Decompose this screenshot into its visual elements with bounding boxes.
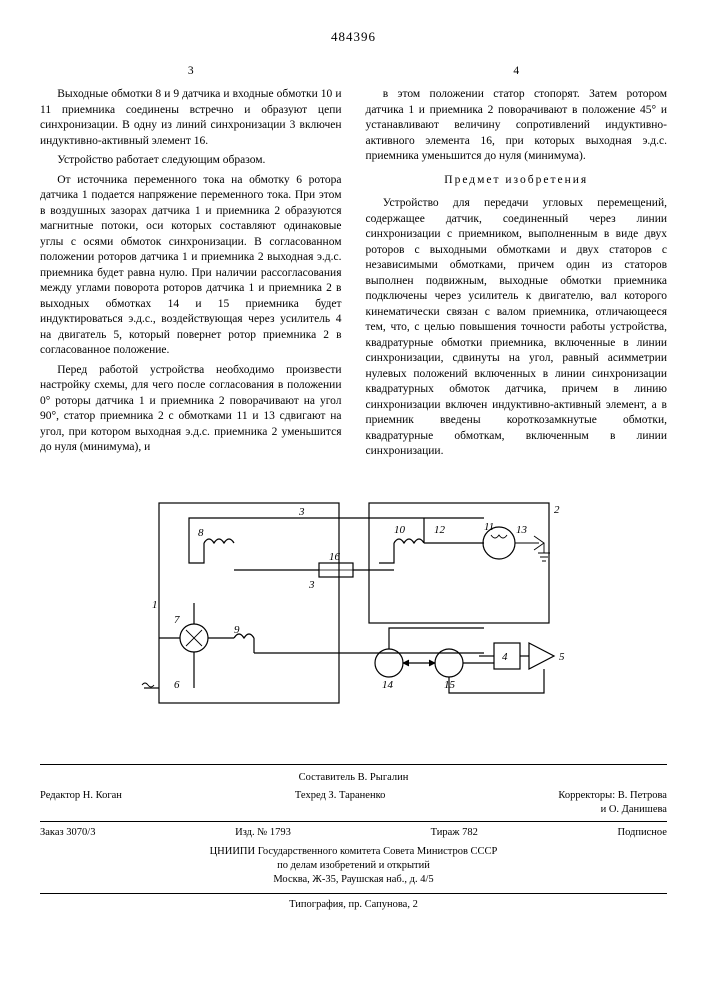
fig-label-5: 5 bbox=[559, 651, 565, 663]
text-columns: 3 Выходные обмотки 8 и 9 датчика и входн… bbox=[40, 64, 667, 464]
right-col-number: 4 bbox=[366, 64, 668, 80]
fig-label-11: 11 bbox=[484, 521, 494, 533]
editor: Редактор Н. Коган bbox=[40, 789, 122, 817]
fig-label-3b: 3 bbox=[308, 579, 315, 591]
correctors-2: и О. Данишева bbox=[601, 804, 667, 815]
right-para-2: Устройство для передачи угловых перемеще… bbox=[366, 196, 668, 460]
left-col-number: 3 bbox=[40, 64, 342, 80]
fig-label-12: 12 bbox=[434, 524, 446, 536]
organization-block: ЦНИИПИ Государственного комитета Совета … bbox=[40, 845, 667, 888]
fig-label-7: 7 bbox=[174, 614, 180, 626]
fig-label-9: 9 bbox=[234, 624, 240, 636]
fig-label-14: 14 bbox=[382, 679, 394, 691]
right-column: 4 в этом положении статор стопорят. Зате… bbox=[366, 64, 668, 464]
left-para-4: Перед работой устройства необходимо прои… bbox=[40, 363, 342, 456]
fig-label-2: 2 bbox=[554, 504, 560, 516]
fig-label-4: 4 bbox=[502, 651, 508, 663]
right-para-1: в этом положении статор стопорят. Затем … bbox=[366, 87, 668, 165]
print-run: Тираж 782 bbox=[431, 826, 478, 840]
edition-number: Изд. № 1793 bbox=[235, 826, 291, 840]
correctors-1: Корректоры: В. Петрова bbox=[558, 790, 667, 801]
compiler: Составитель В. Рыгалин bbox=[40, 771, 667, 785]
page: 484396 3 Выходные обмотки 8 и 9 датчика … bbox=[0, 0, 707, 932]
org-line-1: ЦНИИПИ Государственного комитета Совета … bbox=[40, 845, 667, 859]
credits-block: Составитель В. Рыгалин Редактор Н. Коган… bbox=[40, 764, 667, 818]
fig-label-10: 10 bbox=[394, 524, 406, 536]
org-line-3: Москва, Ж-35, Раушская наб., д. 4/5 bbox=[40, 873, 667, 887]
left-column: 3 Выходные обмотки 8 и 9 датчика и входн… bbox=[40, 64, 342, 464]
subscription: Подписное bbox=[618, 826, 667, 840]
left-para-2: Устройство работает следующим образом. bbox=[40, 153, 342, 169]
subject-of-invention-heading: Предмет изобретения bbox=[366, 173, 668, 189]
left-para-3: От источника переменного тока на обмотку… bbox=[40, 173, 342, 359]
typography-line: Типография, пр. Сапунова, 2 bbox=[40, 893, 667, 912]
tech-editor: Техред З. Тараненко bbox=[295, 789, 385, 817]
fig-label-3a: 3 bbox=[298, 506, 305, 518]
fig-label-1: 1 bbox=[152, 599, 158, 611]
fig-label-13: 13 bbox=[516, 524, 528, 536]
fig-label-16: 16 bbox=[329, 551, 341, 563]
publication-row: Заказ 3070/3 Изд. № 1793 Тираж 782 Подпи… bbox=[40, 821, 667, 840]
order-number: Заказ 3070/3 bbox=[40, 826, 95, 840]
fig-label-6: 6 bbox=[174, 679, 180, 691]
org-line-2: по делам изобретений и открытий bbox=[40, 859, 667, 873]
fig-label-15: 15 bbox=[444, 679, 456, 691]
left-para-1: Выходные обмотки 8 и 9 датчика и входные… bbox=[40, 87, 342, 149]
circuit-diagram: 1 2 3 3 4 5 6 7 8 9 10 11 12 13 14 15 16 bbox=[134, 488, 574, 728]
fig-label-8: 8 bbox=[198, 527, 204, 539]
document-number: 484396 bbox=[40, 28, 667, 46]
